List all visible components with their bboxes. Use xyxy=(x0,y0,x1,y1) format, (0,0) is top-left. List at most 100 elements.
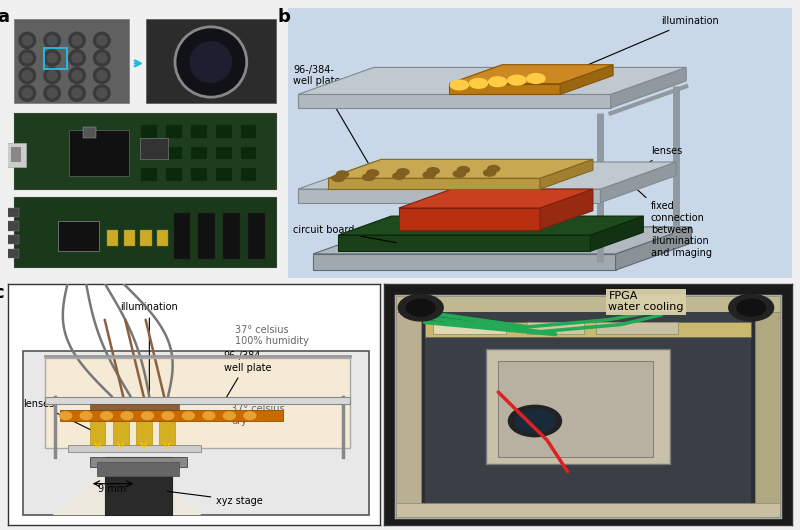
Circle shape xyxy=(97,36,107,45)
FancyBboxPatch shape xyxy=(98,462,179,476)
FancyBboxPatch shape xyxy=(396,313,421,517)
FancyBboxPatch shape xyxy=(240,124,256,138)
FancyBboxPatch shape xyxy=(23,351,369,515)
Text: fixed
connection
between
illumination
and imaging: fixed connection between illumination an… xyxy=(633,186,712,258)
FancyBboxPatch shape xyxy=(60,410,283,421)
Text: illumination: illumination xyxy=(553,16,718,80)
Circle shape xyxy=(72,70,82,81)
Text: lenses: lenses xyxy=(573,146,682,212)
Circle shape xyxy=(22,88,32,98)
Polygon shape xyxy=(298,189,601,202)
Circle shape xyxy=(483,170,496,176)
Text: lenses: lenses xyxy=(23,399,94,432)
FancyBboxPatch shape xyxy=(141,229,151,246)
Circle shape xyxy=(47,70,57,81)
Circle shape xyxy=(47,36,57,45)
Text: illumination: illumination xyxy=(121,303,178,394)
Polygon shape xyxy=(328,178,540,189)
Circle shape xyxy=(397,169,409,175)
Circle shape xyxy=(69,67,86,84)
Circle shape xyxy=(19,32,36,49)
FancyBboxPatch shape xyxy=(198,214,215,259)
FancyBboxPatch shape xyxy=(69,130,130,175)
Polygon shape xyxy=(590,216,643,251)
Circle shape xyxy=(69,50,86,66)
Circle shape xyxy=(121,412,133,420)
FancyBboxPatch shape xyxy=(166,146,182,160)
FancyBboxPatch shape xyxy=(90,404,179,410)
FancyBboxPatch shape xyxy=(498,361,654,457)
Polygon shape xyxy=(560,65,613,94)
FancyBboxPatch shape xyxy=(425,313,751,503)
FancyBboxPatch shape xyxy=(396,296,780,313)
FancyBboxPatch shape xyxy=(45,356,350,447)
FancyBboxPatch shape xyxy=(486,349,670,464)
Polygon shape xyxy=(314,227,691,254)
FancyBboxPatch shape xyxy=(223,214,240,259)
Circle shape xyxy=(19,67,36,84)
Circle shape xyxy=(47,53,57,63)
Circle shape xyxy=(101,412,113,420)
FancyBboxPatch shape xyxy=(14,197,276,268)
Circle shape xyxy=(508,75,526,85)
FancyBboxPatch shape xyxy=(6,143,26,167)
Circle shape xyxy=(22,36,32,45)
Circle shape xyxy=(22,70,32,81)
Circle shape xyxy=(44,85,61,101)
Polygon shape xyxy=(610,67,686,108)
Polygon shape xyxy=(540,160,593,189)
FancyBboxPatch shape xyxy=(67,445,202,453)
Circle shape xyxy=(69,32,86,49)
FancyBboxPatch shape xyxy=(141,124,157,138)
FancyBboxPatch shape xyxy=(105,457,172,515)
Circle shape xyxy=(162,412,174,420)
Circle shape xyxy=(69,85,86,101)
Polygon shape xyxy=(53,476,202,515)
FancyBboxPatch shape xyxy=(396,503,780,517)
Circle shape xyxy=(72,36,82,45)
FancyBboxPatch shape xyxy=(10,147,22,162)
Circle shape xyxy=(458,166,470,173)
Circle shape xyxy=(423,172,435,178)
Circle shape xyxy=(97,70,107,81)
FancyBboxPatch shape xyxy=(433,322,506,334)
Circle shape xyxy=(19,85,36,101)
FancyBboxPatch shape xyxy=(6,235,19,244)
FancyBboxPatch shape xyxy=(240,146,256,160)
Circle shape xyxy=(514,409,555,433)
FancyBboxPatch shape xyxy=(240,167,256,181)
Circle shape xyxy=(190,42,231,82)
Circle shape xyxy=(47,88,57,98)
FancyBboxPatch shape xyxy=(124,229,135,246)
FancyBboxPatch shape xyxy=(146,19,276,103)
FancyBboxPatch shape xyxy=(58,222,99,251)
FancyBboxPatch shape xyxy=(107,229,118,246)
FancyBboxPatch shape xyxy=(384,284,792,525)
Circle shape xyxy=(729,294,774,321)
FancyBboxPatch shape xyxy=(113,421,129,445)
Polygon shape xyxy=(616,227,691,270)
Circle shape xyxy=(487,165,500,172)
FancyBboxPatch shape xyxy=(6,208,19,217)
Polygon shape xyxy=(540,189,593,229)
Circle shape xyxy=(336,171,349,178)
Text: a: a xyxy=(0,8,9,26)
Polygon shape xyxy=(399,189,593,208)
Text: 37° celsius
dry: 37° celsius dry xyxy=(231,404,285,426)
Circle shape xyxy=(398,294,443,321)
Text: FPGA
water cooling: FPGA water cooling xyxy=(608,291,684,312)
Circle shape xyxy=(72,88,82,98)
Circle shape xyxy=(203,412,215,420)
Circle shape xyxy=(22,53,32,63)
Polygon shape xyxy=(338,235,590,251)
Circle shape xyxy=(94,85,110,101)
FancyBboxPatch shape xyxy=(90,457,186,467)
Circle shape xyxy=(94,50,110,66)
Circle shape xyxy=(142,412,154,420)
Circle shape xyxy=(406,299,435,316)
Circle shape xyxy=(80,412,92,420)
FancyBboxPatch shape xyxy=(6,222,19,231)
FancyBboxPatch shape xyxy=(190,167,206,181)
Polygon shape xyxy=(450,65,613,84)
Text: 9 mm: 9 mm xyxy=(98,484,126,494)
